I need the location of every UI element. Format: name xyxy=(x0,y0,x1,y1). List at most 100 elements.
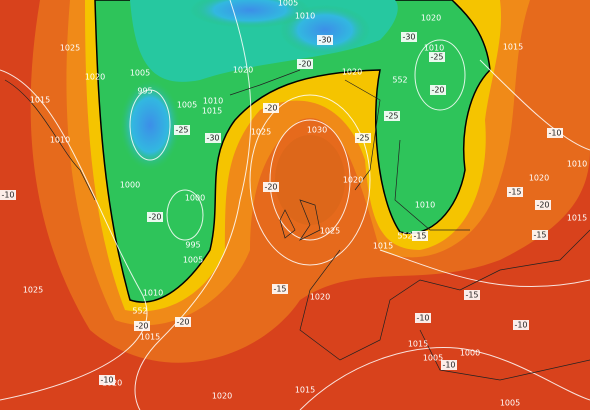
pressure-label: 1010 xyxy=(295,12,315,21)
pressure-label: 1025 xyxy=(23,286,43,295)
temperature-label-box xyxy=(174,125,190,135)
temperature-label-box xyxy=(412,231,428,241)
temperature-label: -15 xyxy=(465,291,478,300)
temperature-label: -15 xyxy=(273,285,286,294)
temperature-label: -20 xyxy=(431,86,444,95)
temperature-label-box xyxy=(205,133,221,143)
temperature-label-box xyxy=(464,290,480,300)
temperature-label: -10 xyxy=(442,361,455,370)
pressure-label: 1020 xyxy=(421,14,441,23)
temperature-label-box xyxy=(430,85,446,95)
temperature-label: -25 xyxy=(430,53,443,62)
height-label: 552 xyxy=(392,76,407,85)
pressure-label: 1010 xyxy=(143,289,163,298)
temperature-label-box xyxy=(415,313,431,323)
temperature-label-box xyxy=(429,52,445,62)
temperature-label: -30 xyxy=(318,36,331,45)
pressure-label: 1015 xyxy=(295,386,315,395)
temperature-label-box xyxy=(263,182,279,192)
temperature-label-box xyxy=(0,190,16,200)
temperature-label-box xyxy=(507,187,523,197)
temperature-label: -25 xyxy=(175,126,188,135)
temperature-label-box xyxy=(355,133,371,143)
temperature-label: -30 xyxy=(206,134,219,143)
pressure-label: 1025 xyxy=(320,227,340,236)
pressure-label: 1015 xyxy=(202,107,222,116)
temperature-label: -15 xyxy=(413,232,426,241)
temperature-label: -20 xyxy=(176,318,189,327)
pressure-label: 1010 xyxy=(424,44,444,53)
temperature-label: -30 xyxy=(402,33,415,42)
pressure-label: 1015 xyxy=(567,214,587,223)
temperature-label: -15 xyxy=(508,188,521,197)
pressure-label: 1005 xyxy=(130,69,150,78)
temperature-label-box xyxy=(401,32,417,42)
pressure-label: 1015 xyxy=(503,43,523,52)
temperature-label: -20 xyxy=(264,183,277,192)
pressure-label: 1015 xyxy=(373,242,393,251)
coastlines xyxy=(4,69,590,381)
pressure-label: 1010 xyxy=(203,97,223,106)
pressure-label: 1005 xyxy=(423,354,443,363)
pressure-label: 1015 xyxy=(30,96,50,105)
temperature-label: -20 xyxy=(135,322,148,331)
temperature-label-box xyxy=(99,375,115,385)
temperature-label: -10 xyxy=(548,129,561,138)
pressure-label: 1020 xyxy=(233,66,253,75)
pressure-label: 1015 xyxy=(408,340,428,349)
temperature-label-box xyxy=(547,128,563,138)
warm-core xyxy=(275,135,345,225)
pressure-label: 1005 xyxy=(500,399,520,408)
pressure-label: 1020 xyxy=(343,176,363,185)
temperature-label: -20 xyxy=(298,60,311,69)
temperature-label: -25 xyxy=(385,112,398,121)
temperature-label-box xyxy=(384,111,400,121)
temperature-label: -10 xyxy=(100,376,113,385)
temperature-label: -15 xyxy=(533,231,546,240)
temperature-label-box xyxy=(134,321,150,331)
temperature-label-box xyxy=(317,35,333,45)
temperature-label-box xyxy=(535,200,551,210)
pressure-label: 1020 xyxy=(310,293,330,302)
pressure-label: 1010 xyxy=(415,201,435,210)
pressure-label: 1005 xyxy=(278,0,298,8)
temperature-label: -10 xyxy=(416,314,429,323)
pressure-label: 1020 xyxy=(85,73,105,82)
pressure-label: 1000 xyxy=(185,194,205,203)
pressure-label: 1010 xyxy=(567,160,587,169)
temperature-label-box xyxy=(272,284,288,294)
temperature-label: -20 xyxy=(264,104,277,113)
temperature-label-box xyxy=(513,320,529,330)
pressure-label: 1020 xyxy=(529,174,549,183)
temperature-label: -10 xyxy=(1,191,14,200)
pressure-label: 1000 xyxy=(120,181,140,190)
pressure-label: 1000 xyxy=(460,349,480,358)
pressure-label: 1015 xyxy=(140,333,160,342)
temperature-label-box xyxy=(441,360,457,370)
temperature-label-box xyxy=(263,103,279,113)
temperature-label-box xyxy=(297,59,313,69)
height-label: 552 xyxy=(132,307,147,316)
temperature-label-box xyxy=(147,212,163,222)
temperature-label-box xyxy=(175,317,191,327)
temperature-label: -20 xyxy=(536,201,549,210)
temperature-label: -25 xyxy=(356,134,369,143)
temperature-label: -20 xyxy=(148,213,161,222)
cold-core xyxy=(190,0,310,28)
temperature-label-box xyxy=(532,230,548,240)
pressure-label: 1020 xyxy=(212,392,232,401)
pressure-label: 995 xyxy=(137,87,152,96)
pressure-label: 1020 xyxy=(342,68,362,77)
pressure-label: 1005 xyxy=(177,101,197,110)
height-label: 552 xyxy=(397,232,412,241)
pressure-label: 1030 xyxy=(307,126,327,135)
temperature-label: -10 xyxy=(514,321,527,330)
pressure-label: 1010 xyxy=(50,136,70,145)
pressure-label: 1005 xyxy=(183,256,203,265)
pressure-label: 1025 xyxy=(251,128,271,137)
pressure-label: 995 xyxy=(185,241,200,250)
pressure-label: 1025 xyxy=(60,44,80,53)
